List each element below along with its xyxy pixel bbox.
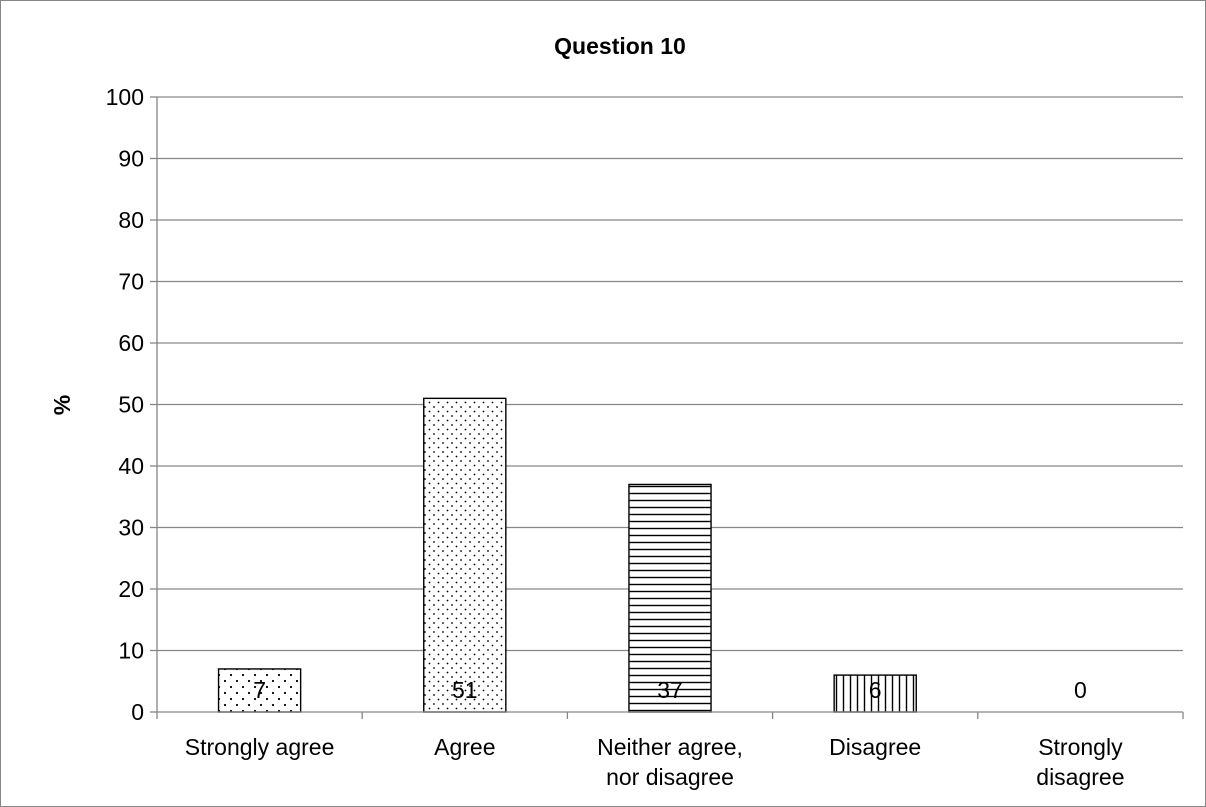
x-tick-label-3: Disagree [829, 734, 921, 760]
data-label-4: 0 [1074, 677, 1087, 703]
data-label-3: 6 [869, 677, 882, 703]
x-tick-label-0: Strongly agree [185, 734, 335, 760]
y-tick-label-50: 50 [118, 392, 144, 418]
y-tick-label-100: 100 [106, 84, 144, 110]
bar-0 [217, 668, 302, 713]
y-tick-label-70: 70 [118, 269, 144, 295]
x-tick-label-2: Neither agree, nor disagree [597, 734, 743, 790]
chart-title: Question 10 [554, 33, 686, 59]
y-axis-label: % [49, 395, 75, 415]
x-tick-label-4: Strongly disagree [1036, 734, 1124, 790]
y-tick-label-0: 0 [131, 699, 144, 725]
bar-1 [423, 397, 507, 713]
y-tick-label-10: 10 [118, 638, 144, 664]
y-tick-label-60: 60 [118, 330, 144, 356]
y-tick-label-90: 90 [118, 146, 144, 172]
data-label-1: 51 [452, 677, 478, 703]
x-tick-label-1: Agree [434, 734, 495, 760]
bar-3 [833, 674, 917, 713]
gridlines [157, 96, 1183, 652]
data-label-0: 7 [253, 677, 266, 703]
y-tick-label-40: 40 [118, 453, 144, 479]
axes [150, 96, 1184, 719]
y-tick-label-80: 80 [118, 207, 144, 233]
data-label-2: 37 [657, 677, 683, 703]
y-tick-label-30: 30 [118, 515, 144, 541]
y-tick-label-20: 20 [118, 576, 144, 602]
